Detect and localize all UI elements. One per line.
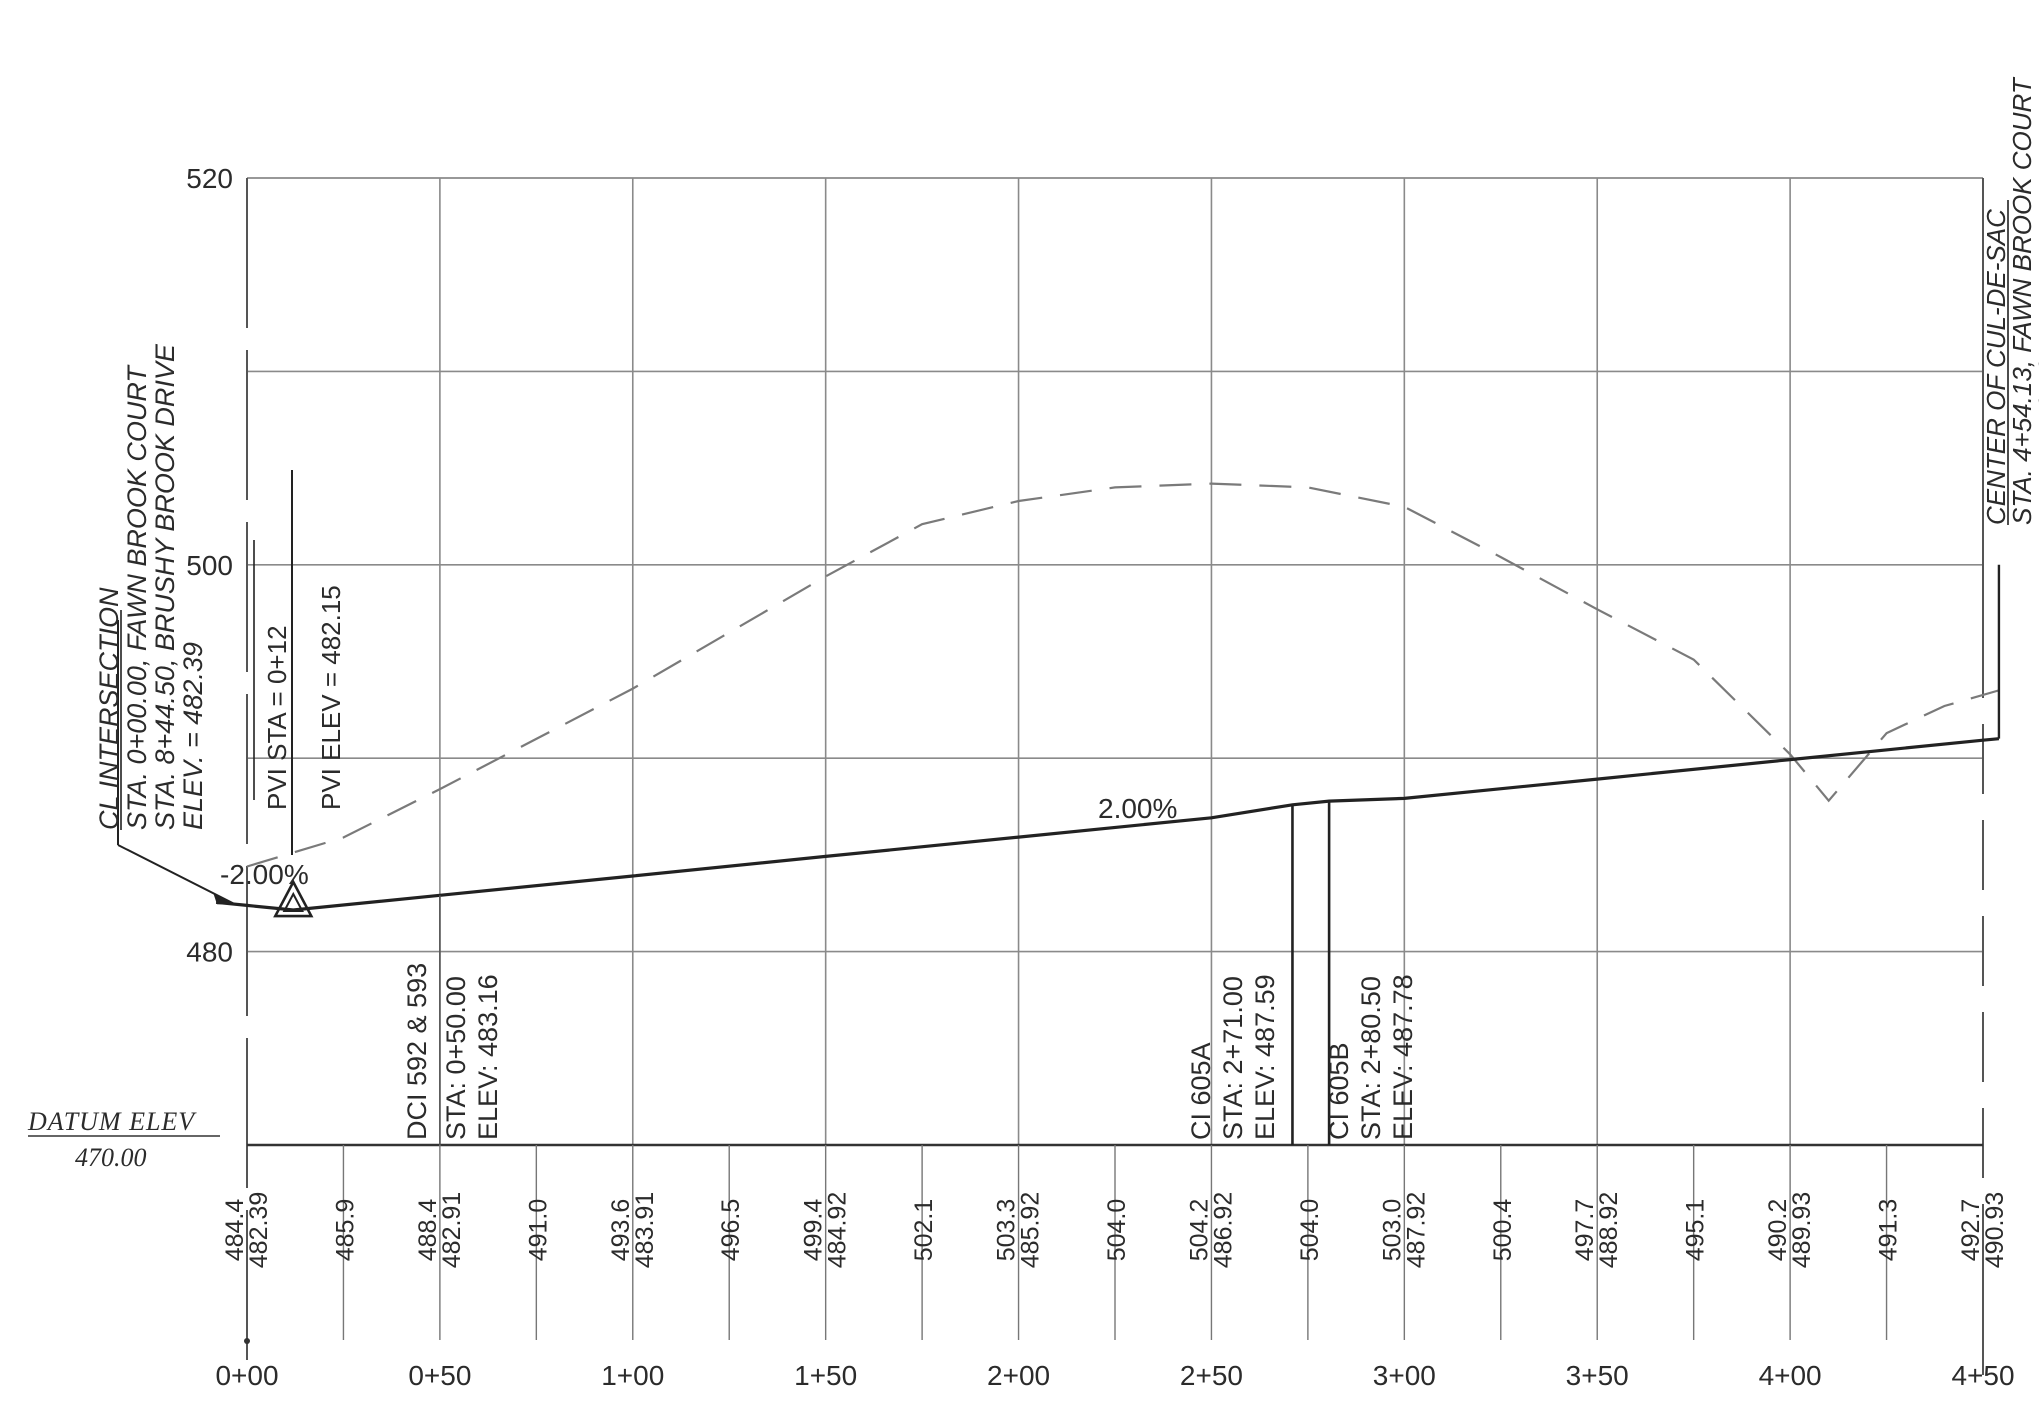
- y-tick-label: 520: [186, 163, 233, 194]
- existing-elev-value: 492.7: [1957, 1199, 1985, 1262]
- pvi-sta-annotation-line: PVI STA = 0+12: [262, 625, 292, 810]
- existing-elev-value: 504.0: [1296, 1199, 1324, 1262]
- x-tick-label: 4+50: [1951, 1360, 2014, 1391]
- existing-elev-value: 491.3: [1875, 1199, 1903, 1262]
- proposed-elev-value: 486.92: [1209, 1192, 1237, 1268]
- profile-grid: 480 500 520: [186, 163, 1984, 1375]
- existing-elev-value: 503.3: [993, 1199, 1021, 1262]
- culdesac-annotation-line: STA. 4+54.13, FAWN BROOK COURT: [2007, 76, 2037, 525]
- proposed-grade-line: [215, 737, 2000, 912]
- datum-label: DATUM ELEV: [27, 1107, 197, 1136]
- pvi-elev-annotation-line: PVI ELEV = 482.15: [316, 585, 346, 810]
- leader-arrow-icon: [213, 892, 233, 905]
- existing-elev-value: 485.9: [331, 1199, 359, 1262]
- proposed-elev-value: 487.92: [1402, 1192, 1430, 1268]
- pvi-triangle-icon: [273, 879, 314, 918]
- ci605b-annotation: CI 605B STA: 2+80.50 ELEV: 487.78: [1324, 974, 1418, 1140]
- pvi-elev-annotation: PVI ELEV = 482.15: [316, 585, 346, 810]
- x-tick-label: 4+00: [1759, 1360, 1822, 1391]
- existing-elev-value: 493.6: [607, 1199, 635, 1262]
- ci605b-annotation-line: ELEV: 487.78: [1388, 974, 1418, 1140]
- existing-elev-value: 488.4: [414, 1199, 442, 1262]
- grade-label-down: -2.00%: [220, 859, 309, 890]
- existing-ground-line: [246, 482, 1999, 868]
- x-tick-label: 1+50: [794, 1360, 857, 1391]
- culdesac-annotation-line: CENTER OF CUL-DE-SAC: [1981, 209, 2011, 525]
- existing-elev-value: 496.5: [717, 1199, 745, 1262]
- ci605b-annotation-line: CI 605B: [1324, 1042, 1354, 1140]
- x-tick-label: 3+00: [1373, 1360, 1436, 1391]
- intersection-annotation-line: STA. 0+00.00, FAWN BROOK COURT: [122, 364, 152, 830]
- x-tick-label: 1+00: [601, 1360, 664, 1391]
- proposed-elev-value: 483.91: [631, 1192, 659, 1268]
- x-tick-label: 3+50: [1566, 1360, 1629, 1391]
- x-tick-label: 2+50: [1180, 1360, 1243, 1391]
- existing-elev-value: 490.2: [1764, 1199, 1792, 1262]
- ci605b-annotation-line: STA: 2+80.50: [1356, 976, 1386, 1140]
- pvi-triangle-inner-icon: [282, 891, 304, 913]
- ci605a-annotation-line: CI 605A: [1186, 1042, 1216, 1140]
- ci605a-annotation: CI 605A STA: 2+71.00 ELEV: 487.59: [1186, 974, 1280, 1140]
- existing-elev-value: 504.0: [1103, 1199, 1131, 1262]
- proposed-elev-value: 488.92: [1595, 1192, 1623, 1268]
- dci-sta-annotation: STA: 0+50.00 ELEV: 483.16: [441, 974, 503, 1140]
- dci-annotation: DCI 592 & 593: [402, 963, 432, 1140]
- proposed-elev-value: 485.92: [1017, 1192, 1045, 1268]
- dci-sta-annotation-line: STA: 0+50.00: [441, 976, 471, 1140]
- dci-sta-annotation-line: ELEV: 483.16: [473, 974, 503, 1140]
- y-tick-label: 500: [186, 550, 233, 581]
- proposed-elev-value: 490.93: [1981, 1192, 2009, 1268]
- grade-label-up: 2.00%: [1098, 793, 1177, 824]
- x-tick-label: 0+50: [408, 1360, 471, 1391]
- existing-elev-value: 484.4: [221, 1199, 249, 1262]
- ci605a-annotation-line: ELEV: 487.59: [1250, 974, 1280, 1140]
- proposed-elev-value: 482.91: [438, 1192, 466, 1268]
- dci-annotation-line: DCI 592 & 593: [402, 963, 432, 1140]
- existing-elev-value: 503.0: [1378, 1199, 1406, 1262]
- existing-elev-value: 500.4: [1489, 1199, 1517, 1262]
- intersection-annotation-line: ELEV. = 482.39: [178, 642, 208, 830]
- profile-lines: 2.00% -2.00%: [215, 482, 2001, 1145]
- pvi-sta-annotation: PVI STA = 0+12: [262, 625, 292, 810]
- y-tick-label: 480: [186, 937, 233, 968]
- existing-elev-value: 495.1: [1682, 1199, 1710, 1262]
- intersection-annotation-line: CL INTERSECTION: [94, 587, 124, 830]
- datum-value: 470.00: [75, 1143, 147, 1172]
- existing-elev-value: 499.4: [800, 1199, 828, 1262]
- elevation-table: 484.4 485.9 488.4 491.0 493.6 496.5 499.4 502.1…: [27, 1107, 2015, 1391]
- intersection-annotation-line: STA. 8+44.50, BRUSHY BROOK DRIVE: [150, 343, 180, 830]
- proposed-elev-value: 482.39: [245, 1192, 273, 1268]
- axis-origin-mark: [244, 1338, 250, 1344]
- existing-elev-value: 502.1: [910, 1199, 938, 1262]
- proposed-elev-value: 489.93: [1788, 1192, 1816, 1268]
- existing-elev-value: 497.7: [1571, 1199, 1599, 1262]
- proposed-elev-value: 484.92: [824, 1192, 852, 1268]
- ci605a-annotation-line: STA: 2+71.00: [1218, 976, 1248, 1140]
- x-tick-label: 0+00: [215, 1360, 278, 1391]
- x-tick-label: 2+00: [987, 1360, 1050, 1391]
- existing-elev-value: 504.2: [1185, 1199, 1213, 1262]
- existing-elev-value: 491.0: [524, 1199, 552, 1262]
- culdesac-annotation-line: ELEV. = 491.01: [2033, 344, 2039, 525]
